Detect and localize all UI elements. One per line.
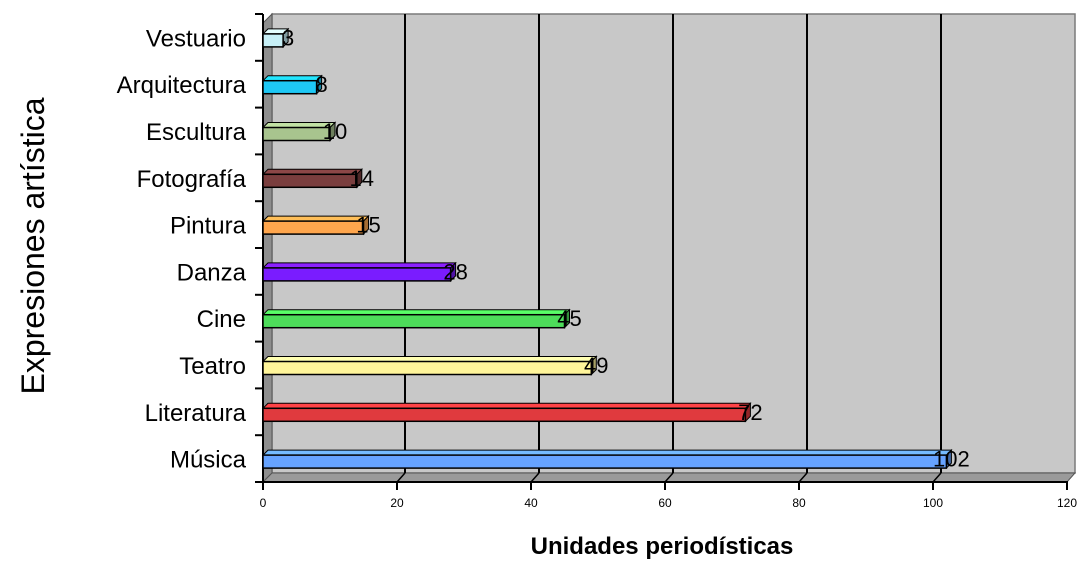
data-label: 49 [584,353,608,378]
bar [262,313,566,329]
bar [262,454,948,469]
data-label: 14 [350,166,374,191]
bar [262,267,452,282]
gridlines [396,14,942,483]
x-tick-label: 0 [260,496,267,510]
category-label: Arquitectura [117,72,247,99]
x-tick-label: 20 [390,496,404,510]
x-tick-label: 60 [658,496,672,510]
bar [262,33,284,48]
x-tick-label: 80 [792,496,806,510]
bar [262,126,331,142]
data-label: 3 [282,25,294,50]
gridline-floor [530,472,540,483]
data-label: 102 [933,447,970,472]
y-axis-title: Expresiones artística [15,97,51,394]
category-label: Danza [177,259,247,286]
bar [262,220,365,235]
data-label: 10 [323,119,347,144]
gridline-floor [798,472,808,483]
category-label: Música [170,447,247,474]
gridline-floor [932,472,942,483]
bars [261,27,953,470]
x-tick-label: 120 [1057,496,1077,510]
x-tick-label: 40 [524,496,538,510]
data-label: 8 [315,72,327,97]
data-label: 15 [356,213,380,238]
data-label: 45 [557,306,581,331]
bar [262,360,593,376]
bar [262,173,358,189]
labels: 0 20 40 60 80 100 120 Música 102 Literatura 72 Teat… [117,25,1078,510]
x-axis-title: Unidades periodísticas [531,533,794,560]
category-label: Escultura [146,119,247,146]
x-tick-label: 100 [923,496,943,510]
category-label: Pintura [170,213,247,240]
data-label: 72 [738,400,762,425]
data-label: 28 [443,259,467,284]
category-label: Teatro [179,353,246,380]
bar [262,79,318,95]
bar [262,407,747,423]
gridline-floor [396,472,406,483]
category-label: Fotografía [137,166,247,193]
category-label: Literatura [145,400,247,427]
gridline-floor [664,472,674,483]
category-label: Cine [197,306,246,333]
category-label: Vestuario [146,25,246,52]
